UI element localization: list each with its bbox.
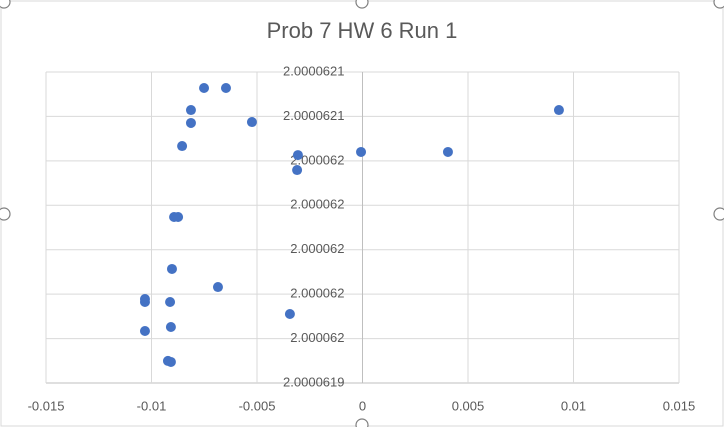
x-tick-label: 0.005 xyxy=(452,398,485,413)
y-tick-label: 2.0000621 xyxy=(283,108,344,123)
point xyxy=(356,146,367,157)
point xyxy=(292,150,303,161)
point xyxy=(173,211,184,222)
point xyxy=(139,326,150,337)
chart-title: Prob 7 HW 6 Run 1 xyxy=(267,18,458,43)
x-tick-label: 0 xyxy=(359,398,366,413)
x-tick-label: -0.005 xyxy=(239,398,276,413)
point xyxy=(442,146,453,157)
handle[interactable] xyxy=(0,207,11,221)
y-tick-label: 2.000062 xyxy=(290,241,344,256)
point xyxy=(553,105,564,116)
handle[interactable] xyxy=(0,0,11,9)
point xyxy=(185,105,196,116)
point xyxy=(246,117,257,128)
point xyxy=(165,296,176,307)
point xyxy=(185,117,196,128)
y-tick-label: 2.000062 xyxy=(290,330,344,345)
point xyxy=(284,308,295,319)
y-tick-label: 2.0000619 xyxy=(283,374,344,389)
point xyxy=(199,82,210,93)
x-tick-label: -0.01 xyxy=(137,398,167,413)
point xyxy=(292,165,303,176)
point xyxy=(166,263,177,274)
handle[interactable] xyxy=(713,207,724,221)
handle[interactable] xyxy=(713,0,724,9)
x-tick-label: 0.01 xyxy=(561,398,586,413)
handle[interactable] xyxy=(355,418,369,427)
point xyxy=(139,296,150,307)
y-tick-label: 2.0000621 xyxy=(283,63,344,78)
x-tick-label: -0.015 xyxy=(28,398,65,413)
y-tick-label: 2.000062 xyxy=(290,152,344,167)
point xyxy=(220,82,231,93)
point xyxy=(165,322,176,333)
y-tick-label: 2.000062 xyxy=(290,197,344,212)
point xyxy=(177,141,188,152)
handle[interactable] xyxy=(355,0,369,9)
y-tick-label: 2.000062 xyxy=(290,286,344,301)
x-tick-label: 0.015 xyxy=(663,398,696,413)
point xyxy=(212,282,223,293)
point xyxy=(165,356,176,367)
